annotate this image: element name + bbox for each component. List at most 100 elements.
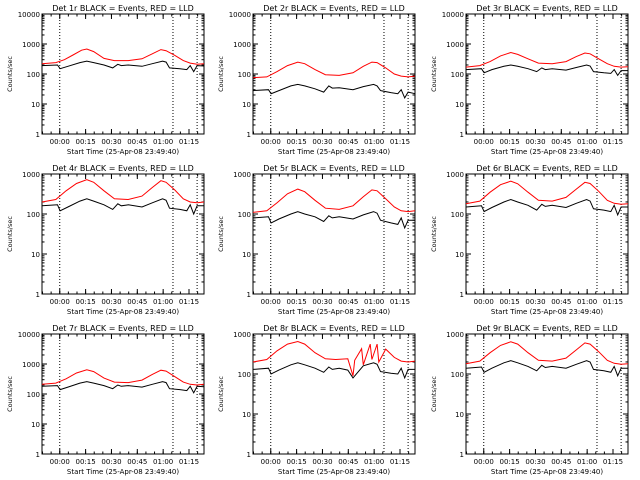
detector-panel-9: 1 10 100 1000 00:00 00:15 00:30 00:45 01:00 01:15… bbox=[430, 324, 629, 476]
lld-series-line bbox=[41, 48, 205, 65]
y-tick-label: 1 bbox=[36, 131, 40, 139]
y-axis-label: Counts/sec bbox=[217, 216, 225, 252]
x-tick-label: 01:15 bbox=[390, 138, 410, 146]
y-tick-label: 10000 bbox=[442, 11, 464, 19]
x-tick-label: 01:15 bbox=[179, 298, 199, 306]
x-tick-label: 00:30 bbox=[312, 458, 332, 466]
x-tick-label: 00:15 bbox=[287, 458, 307, 466]
x-axis-label: Start Time (25-Apr-08 23:49:40) bbox=[491, 468, 603, 476]
x-tick-label: 01:00 bbox=[153, 138, 173, 146]
y-axis-label: Counts/sec bbox=[6, 216, 14, 252]
x-tick-label: 00:15 bbox=[76, 138, 96, 146]
events-series-line bbox=[252, 211, 415, 230]
y-tick-label: 100 bbox=[238, 371, 251, 379]
x-tick-label: 00:45 bbox=[551, 138, 571, 146]
y-tick-label: 1000 bbox=[446, 171, 464, 179]
x-tick-label: 00:30 bbox=[525, 458, 545, 466]
panel-title: Det 2r BLACK = Events, RED = LLD bbox=[263, 4, 405, 13]
events-series-line bbox=[41, 60, 205, 73]
x-tick-label: 00:30 bbox=[312, 298, 332, 306]
x-tick-label: 01:00 bbox=[577, 298, 597, 306]
x-tick-label: 00:00 bbox=[50, 458, 70, 466]
detector-panel-8: 1 10 100 1000 00:00 00:15 00:30 00:45 01:00 01:15… bbox=[217, 324, 416, 476]
plot-frame bbox=[252, 333, 416, 455]
detector-panel-5: 1 10 100 1000 00:00 00:15 00:30 00:45 01:00 01:15… bbox=[217, 164, 416, 316]
x-tick-label: 00:00 bbox=[50, 298, 70, 306]
x-tick-label: 00:15 bbox=[76, 458, 96, 466]
x-tick-label: 00:15 bbox=[500, 458, 520, 466]
x-tick-label: 01:00 bbox=[364, 298, 384, 306]
panel-title: Det 6r BLACK = Events, RED = LLD bbox=[476, 164, 618, 173]
plot-frame bbox=[252, 173, 416, 295]
panel-title: Det 5r BLACK = Events, RED = LLD bbox=[263, 164, 405, 173]
plot-frame bbox=[465, 13, 629, 135]
y-tick-label: 1000 bbox=[233, 171, 251, 179]
y-tick-label: 1 bbox=[460, 131, 464, 139]
x-tick-label: 01:15 bbox=[603, 138, 623, 146]
x-axis-label: Start Time (25-Apr-08 23:49:40) bbox=[67, 308, 179, 316]
y-tick-label: 1000 bbox=[22, 41, 40, 49]
x-axis-label: Start Time (25-Apr-08 23:49:40) bbox=[278, 148, 390, 156]
panel-title: Det 8r BLACK = Events, RED = LLD bbox=[263, 324, 405, 333]
y-tick-label: 10 bbox=[242, 101, 251, 109]
x-tick-label: 01:15 bbox=[390, 458, 410, 466]
y-tick-label: 1 bbox=[247, 291, 251, 299]
y-tick-label: 10 bbox=[31, 421, 40, 429]
y-tick-label: 1 bbox=[36, 451, 40, 459]
events-series-line bbox=[41, 381, 205, 394]
x-tick-label: 00:30 bbox=[525, 298, 545, 306]
y-tick-label: 10 bbox=[455, 251, 464, 259]
y-tick-label: 10 bbox=[31, 251, 40, 259]
x-tick-label: 00:00 bbox=[474, 138, 494, 146]
x-tick-label: 00:30 bbox=[101, 138, 121, 146]
x-tick-label: 01:15 bbox=[179, 458, 199, 466]
y-tick-label: 1 bbox=[247, 131, 251, 139]
x-tick-label: 00:45 bbox=[127, 138, 147, 146]
y-tick-label: 1000 bbox=[446, 41, 464, 49]
events-series-line bbox=[465, 198, 628, 217]
x-axis-label: Start Time (25-Apr-08 23:49:40) bbox=[491, 148, 603, 156]
lld-series-line bbox=[41, 179, 205, 204]
x-tick-label: 00:15 bbox=[76, 298, 96, 306]
y-tick-label: 100 bbox=[238, 211, 251, 219]
x-axis-label: Start Time (25-Apr-08 23:49:40) bbox=[491, 308, 603, 316]
y-tick-label: 10000 bbox=[229, 11, 251, 19]
lld-series-line bbox=[252, 188, 416, 213]
y-tick-label: 100 bbox=[27, 391, 40, 399]
x-tick-label: 00:00 bbox=[474, 298, 494, 306]
x-tick-label: 00:00 bbox=[261, 458, 281, 466]
plot-frame bbox=[465, 173, 629, 295]
plot-frame bbox=[41, 333, 205, 455]
x-tick-label: 00:45 bbox=[338, 298, 358, 306]
y-tick-label: 10000 bbox=[18, 11, 40, 19]
lld-series-line bbox=[252, 61, 416, 79]
x-tick-label: 00:15 bbox=[500, 138, 520, 146]
x-tick-label: 00:00 bbox=[261, 138, 281, 146]
x-tick-label: 01:15 bbox=[390, 298, 410, 306]
x-tick-label: 00:45 bbox=[551, 298, 571, 306]
y-tick-label: 10 bbox=[31, 101, 40, 109]
panel-title: Det 7r BLACK = Events, RED = LLD bbox=[52, 324, 194, 333]
x-tick-label: 00:45 bbox=[127, 298, 147, 306]
y-tick-label: 100 bbox=[451, 211, 464, 219]
x-axis-label: Start Time (25-Apr-08 23:49:40) bbox=[67, 468, 179, 476]
x-tick-label: 01:00 bbox=[577, 138, 597, 146]
y-tick-label: 10 bbox=[455, 411, 464, 419]
x-tick-label: 01:15 bbox=[179, 138, 199, 146]
panel-title: Det 1r BLACK = Events, RED = LLD bbox=[52, 4, 194, 13]
x-tick-label: 01:15 bbox=[603, 458, 623, 466]
x-tick-label: 01:00 bbox=[153, 458, 173, 466]
x-tick-label: 00:00 bbox=[474, 458, 494, 466]
detector-panel-3: 1 10 100 1000 10000 00:00 00:15 00:30 00:45 01:00… bbox=[430, 4, 629, 156]
detector-panel-7: 1 10 100 1000 10000 00:00 00:15 00:30 00:45 01:00… bbox=[6, 324, 205, 476]
lld-series-line bbox=[465, 180, 629, 205]
y-axis-label: Counts/sec bbox=[6, 376, 14, 412]
x-axis-label: Start Time (25-Apr-08 23:49:40) bbox=[67, 148, 179, 156]
y-tick-label: 1 bbox=[460, 451, 464, 459]
x-tick-label: 00:00 bbox=[261, 298, 281, 306]
y-tick-label: 100 bbox=[451, 71, 464, 79]
x-tick-label: 00:45 bbox=[551, 458, 571, 466]
x-axis-label: Start Time (25-Apr-08 23:49:40) bbox=[278, 468, 390, 476]
x-tick-label: 00:15 bbox=[287, 298, 307, 306]
